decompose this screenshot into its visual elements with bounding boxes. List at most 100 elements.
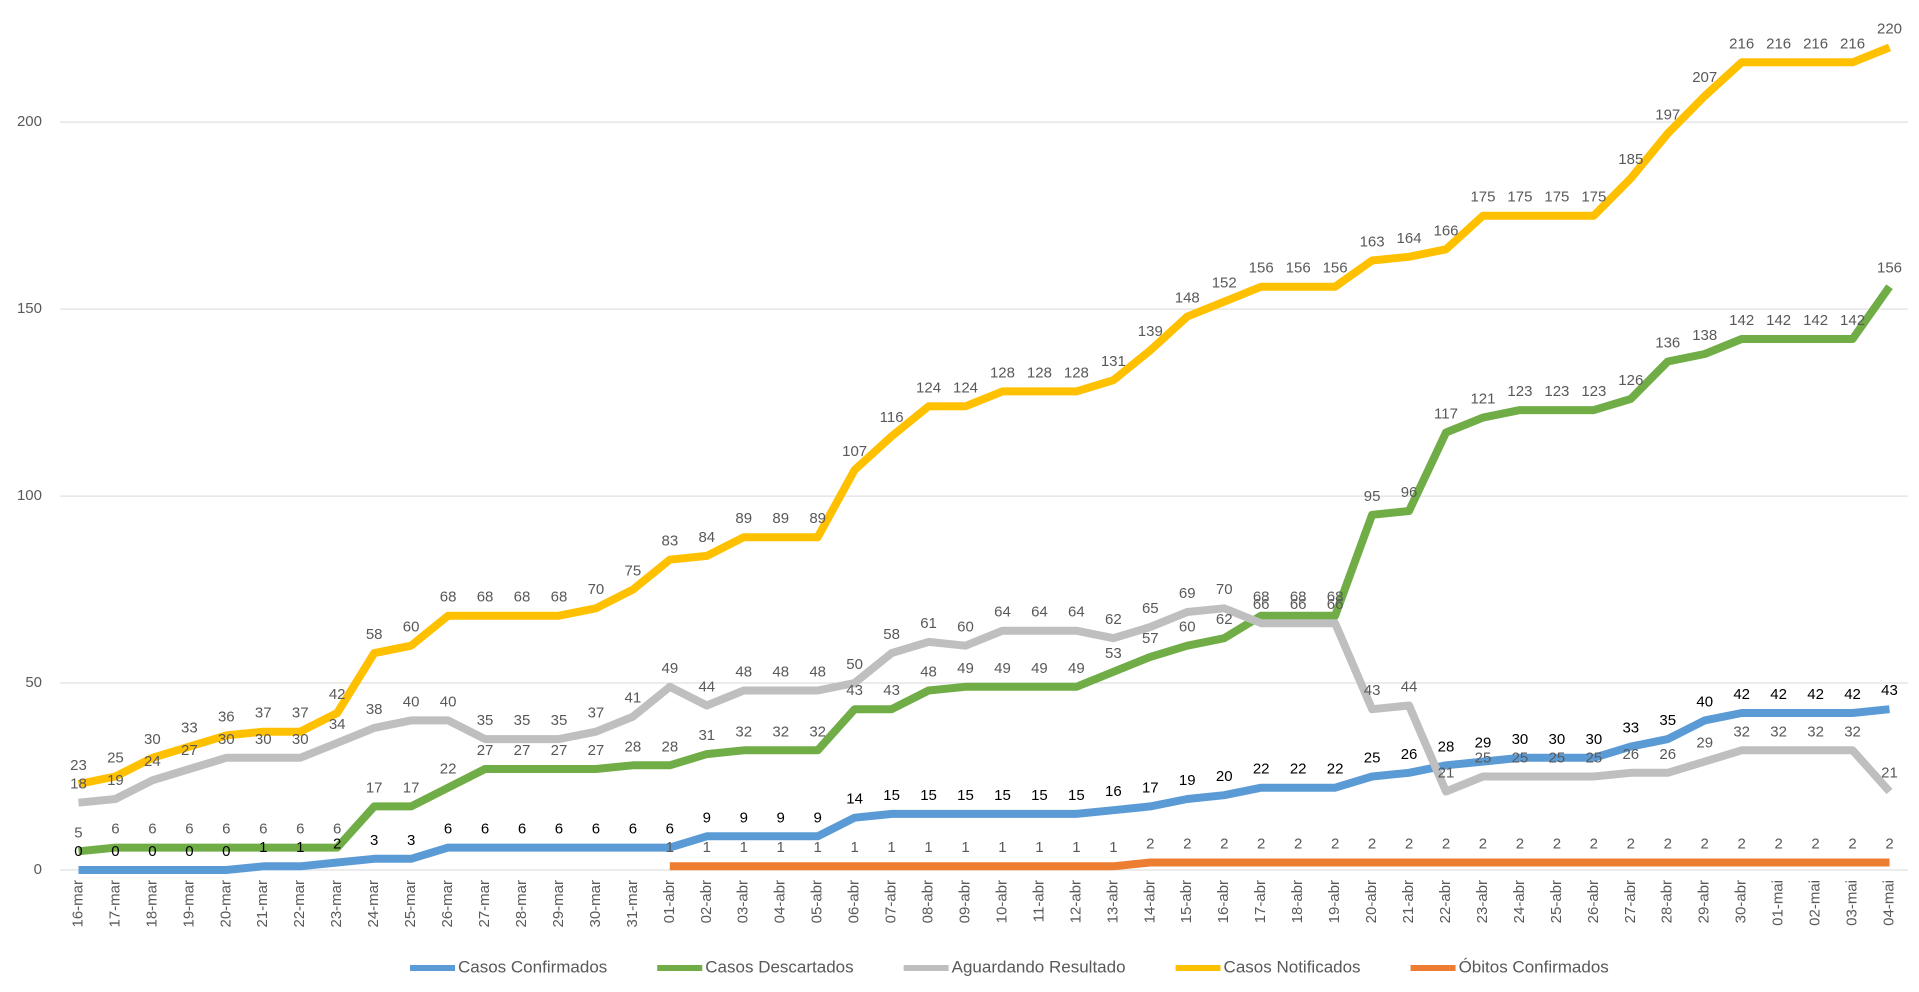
data-label: 15 xyxy=(957,787,974,804)
x-tick-label: 05-abr xyxy=(809,880,826,923)
data-label: 123 xyxy=(1544,383,1569,400)
data-label: 3 xyxy=(370,832,378,849)
data-label: 139 xyxy=(1138,323,1163,340)
x-tick-label: 01-abr xyxy=(661,880,678,923)
data-label: 2 xyxy=(1553,835,1561,852)
data-label: 22 xyxy=(1253,761,1270,778)
x-tick-label: 16-abr xyxy=(1215,880,1232,923)
data-label: 19 xyxy=(107,772,124,789)
series-line xyxy=(78,284,1893,856)
data-label: 68 xyxy=(551,589,568,606)
legend-label: Casos Confirmados xyxy=(458,957,607,976)
data-label: 65 xyxy=(1142,600,1159,617)
data-label: 197 xyxy=(1655,106,1680,123)
y-tick-label: 50 xyxy=(25,674,42,691)
data-label: 15 xyxy=(1068,787,1085,804)
data-label: 6 xyxy=(518,821,526,838)
data-label: 48 xyxy=(772,663,789,680)
data-label: 84 xyxy=(698,529,715,546)
data-label: 58 xyxy=(883,626,900,643)
data-label: 2 xyxy=(1405,835,1413,852)
data-label: 117 xyxy=(1434,405,1458,422)
data-label: 0 xyxy=(111,843,119,860)
data-label: 0 xyxy=(74,843,82,860)
data-label: 37 xyxy=(588,705,605,722)
data-label: 9 xyxy=(777,809,785,826)
data-label: 30 xyxy=(292,731,309,748)
data-label: 40 xyxy=(440,693,457,710)
data-label: 60 xyxy=(957,619,974,636)
data-label: 32 xyxy=(1733,723,1750,740)
data-label: 70 xyxy=(588,581,605,598)
data-label: 50 xyxy=(846,656,863,673)
data-label: 136 xyxy=(1655,334,1680,351)
data-label: 49 xyxy=(1031,660,1048,677)
data-label: 32 xyxy=(1770,723,1787,740)
data-label: 1 xyxy=(703,839,711,856)
x-tick-label: 10-abr xyxy=(993,880,1010,923)
y-tick-label: 150 xyxy=(17,300,42,317)
x-tick-label: 04-abr xyxy=(772,880,789,923)
data-label: 216 xyxy=(1803,35,1828,52)
data-label: 23 xyxy=(70,757,87,774)
data-label: 32 xyxy=(1844,723,1861,740)
data-label: 164 xyxy=(1397,230,1422,247)
data-label: 57 xyxy=(1142,630,1159,647)
x-tick-label: 07-abr xyxy=(883,880,900,923)
y-tick-label: 200 xyxy=(17,113,42,130)
series-line xyxy=(78,705,1890,874)
data-label: 27 xyxy=(514,742,531,759)
data-label: 68 xyxy=(1253,589,1270,606)
data-label: 2 xyxy=(1738,835,1746,852)
data-label: 22 xyxy=(1327,761,1344,778)
data-label: 6 xyxy=(333,821,341,838)
x-tick-label: 26-mar xyxy=(439,880,456,928)
data-label: 35 xyxy=(551,712,568,729)
data-label: 25 xyxy=(1549,749,1566,766)
data-label: 60 xyxy=(1179,619,1196,636)
data-label: 42 xyxy=(1807,686,1824,703)
data-label: 142 xyxy=(1803,312,1828,329)
data-label: 1 xyxy=(814,839,822,856)
data-label: 40 xyxy=(1696,693,1713,710)
data-label: 175 xyxy=(1470,189,1495,206)
x-tick-label: 22-mar xyxy=(291,880,308,928)
data-label: 43 xyxy=(1364,682,1381,699)
data-label: 2 xyxy=(1774,835,1782,852)
data-label: 29 xyxy=(1475,735,1492,752)
data-label: 156 xyxy=(1249,260,1274,277)
data-label: 2 xyxy=(1146,835,1154,852)
data-label: 1 xyxy=(296,839,304,856)
data-label: 2 xyxy=(1848,835,1856,852)
data-label: 17 xyxy=(366,779,383,796)
data-label: 6 xyxy=(148,821,156,838)
data-label: 89 xyxy=(772,510,789,527)
data-label: 9 xyxy=(703,809,711,826)
data-label: 6 xyxy=(592,821,600,838)
data-label: 6 xyxy=(222,821,230,838)
data-label: 6 xyxy=(296,821,304,838)
data-label: 25 xyxy=(1512,749,1529,766)
data-label: 66 xyxy=(1253,596,1270,613)
x-tick-label: 06-abr xyxy=(846,880,863,923)
data-label: 1 xyxy=(259,839,267,856)
x-tick-label: 11-abr xyxy=(1030,880,1047,922)
x-tick-label: 30-abr xyxy=(1733,880,1750,923)
data-label: 17 xyxy=(1142,779,1159,796)
data-label: 15 xyxy=(883,787,900,804)
data-label: 22 xyxy=(1290,761,1307,778)
data-label: 2 xyxy=(333,835,341,852)
x-tick-label: 19-abr xyxy=(1326,880,1343,923)
data-label: 62 xyxy=(1105,611,1122,628)
x-tick-label: 03-mai xyxy=(1844,880,1861,926)
data-label: 216 xyxy=(1840,35,1865,52)
data-label: 128 xyxy=(1027,364,1052,381)
data-label: 27 xyxy=(477,742,494,759)
data-label: 6 xyxy=(666,821,674,838)
data-label: 42 xyxy=(329,686,346,703)
x-tick-label: 31-mar xyxy=(624,880,641,928)
data-label: 21 xyxy=(1438,764,1455,781)
data-label: 68 xyxy=(477,589,494,606)
data-label: 96 xyxy=(1401,484,1418,501)
data-label: 2 xyxy=(1885,835,1893,852)
